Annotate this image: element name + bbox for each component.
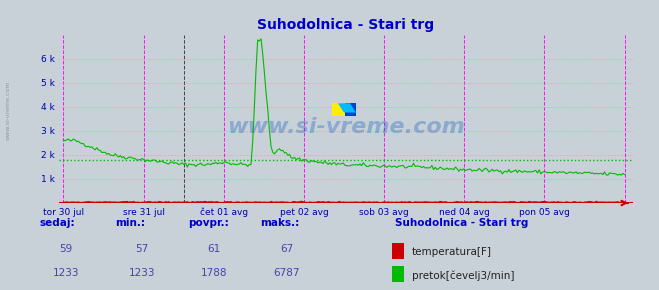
Text: Suhodolnica - Stari trg: Suhodolnica - Stari trg [395,218,529,228]
Text: 67: 67 [280,244,293,254]
Bar [345,103,356,117]
Text: povpr.:: povpr.: [188,218,229,228]
Text: www.si-vreme.com: www.si-vreme.com [227,117,465,137]
Text: 57: 57 [135,244,148,254]
Text: maks.:: maks.: [260,218,300,228]
Text: temperatura[F]: temperatura[F] [412,247,492,257]
Text: 6787: 6787 [273,267,300,278]
Text: pretok[čevelj3/min]: pretok[čevelj3/min] [412,270,515,281]
Text: sedaj:: sedaj: [40,218,75,228]
Text: www.si-vreme.com: www.si-vreme.com [5,80,11,140]
Title: Suhodolnica - Stari trg: Suhodolnica - Stari trg [258,18,434,32]
Text: 1233: 1233 [129,267,155,278]
Text: 61: 61 [208,244,221,254]
Bar [332,103,345,117]
Polygon shape [338,103,356,113]
Text: min.:: min.: [115,218,146,228]
Text: 1788: 1788 [201,267,227,278]
Text: 1233: 1233 [53,267,79,278]
Text: 59: 59 [59,244,72,254]
